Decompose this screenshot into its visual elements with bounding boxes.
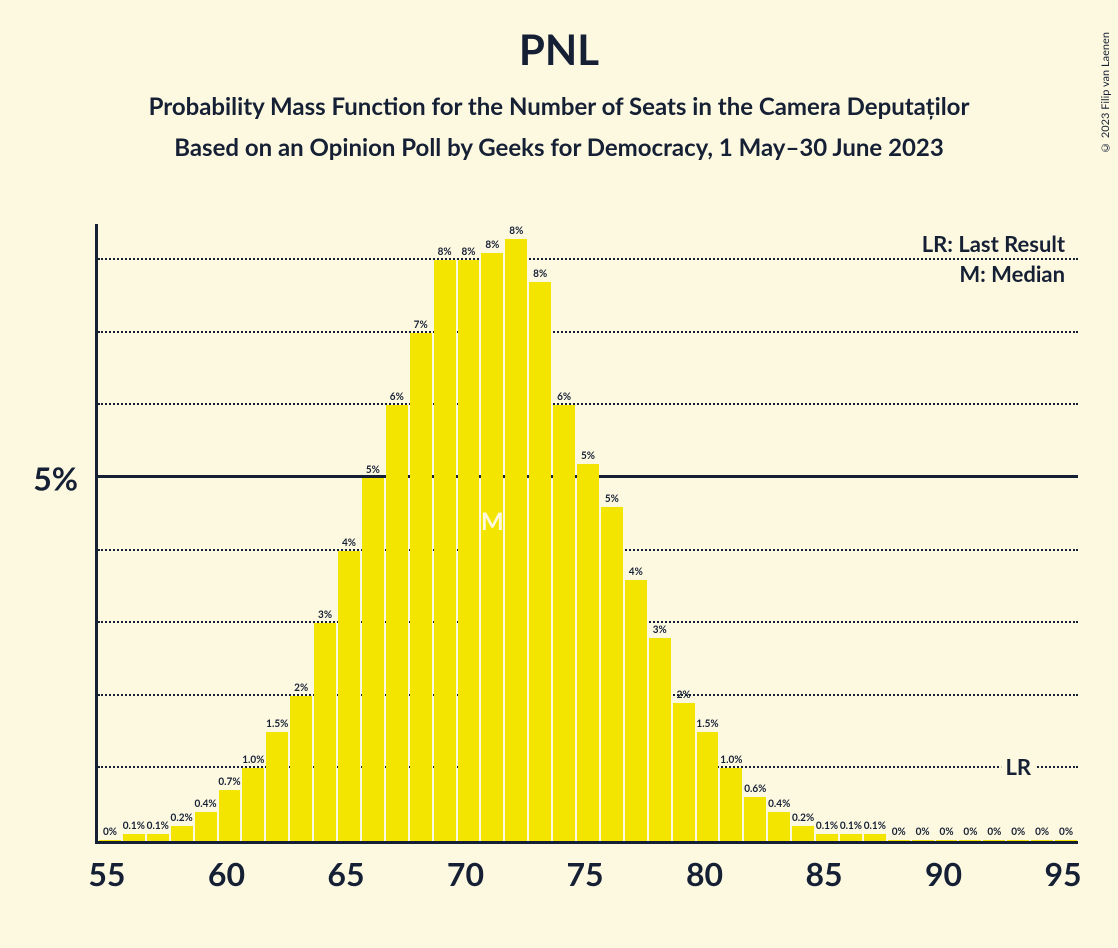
bar-value-label: 5% bbox=[581, 450, 595, 464]
copyright-text: © 2023 Filip van Laenen bbox=[1099, 32, 1112, 154]
bar: 8% bbox=[458, 260, 480, 841]
bar: 8% bbox=[434, 260, 456, 841]
bar-value-label: 0.1% bbox=[816, 820, 838, 834]
bar-value-label: 0.2% bbox=[792, 812, 814, 826]
x-tick-label: 85 bbox=[805, 854, 842, 893]
bar-value-label: 0.1% bbox=[123, 820, 145, 834]
bars-container: 0%0.1%0.1%0.2%0.4%0.7%1.0%1.5%2%3%4%5%6%… bbox=[98, 224, 1078, 841]
x-tick-label: 80 bbox=[686, 854, 723, 893]
bar: 0.6% bbox=[744, 797, 766, 841]
bar: 5% bbox=[577, 464, 599, 841]
x-tick-label: 75 bbox=[566, 854, 603, 893]
bar: 5% bbox=[362, 478, 384, 841]
x-axis-labels: 556065707580859095 bbox=[95, 854, 1075, 904]
bar-value-label: 8% bbox=[438, 246, 452, 260]
y-axis-major-label: 5% bbox=[33, 459, 98, 498]
bar-value-label: 0.7% bbox=[218, 776, 240, 790]
bar-value-label: 7% bbox=[414, 319, 428, 333]
legend-m: M: Median bbox=[953, 260, 1065, 287]
bar-value-label: 5% bbox=[605, 493, 619, 507]
bar-value-label: 1.5% bbox=[266, 718, 288, 732]
bar-value-label: 0% bbox=[916, 826, 930, 840]
x-tick-label: 70 bbox=[447, 854, 484, 893]
bar: 5% bbox=[601, 507, 623, 841]
bar-value-label: 4% bbox=[342, 537, 356, 551]
x-tick-label: 90 bbox=[925, 854, 962, 893]
bar-value-label: 3% bbox=[318, 609, 332, 623]
bar: 8% bbox=[505, 239, 527, 841]
bar-value-label: 0% bbox=[1011, 826, 1025, 840]
bar-value-label: 0% bbox=[940, 826, 954, 840]
bar: 1.5% bbox=[266, 732, 288, 841]
bar-value-label: 3% bbox=[653, 624, 667, 638]
bar: 0.1% bbox=[840, 834, 862, 841]
bar: 6% bbox=[553, 405, 575, 841]
bar-value-label: 0.1% bbox=[864, 820, 886, 834]
bar-value-label: 2% bbox=[294, 682, 308, 696]
chart-subtitle-2: Based on an Opinion Poll by Geeks for De… bbox=[0, 133, 1118, 162]
bar-value-label: 6% bbox=[557, 391, 571, 405]
bar: 6% bbox=[386, 405, 408, 841]
bar: 0.4% bbox=[768, 812, 790, 841]
bar-value-label: 0.1% bbox=[147, 820, 169, 834]
bar-value-label: 0.2% bbox=[171, 812, 193, 826]
chart-area: 0%0.1%0.1%0.2%0.4%0.7%1.0%1.5%2%3%4%5%6%… bbox=[95, 224, 1075, 844]
bar: 2% bbox=[673, 703, 695, 841]
bar: 8% bbox=[529, 282, 551, 841]
lr-marker: LR bbox=[1001, 753, 1035, 780]
bar: 0.1% bbox=[864, 834, 886, 841]
bar: 1.5% bbox=[697, 732, 719, 841]
bar: 0.1% bbox=[123, 834, 145, 841]
bar-value-label: 8% bbox=[533, 268, 547, 282]
bar: 8% bbox=[481, 253, 503, 841]
bar-value-label: 1.0% bbox=[242, 754, 264, 768]
bar-value-label: 0% bbox=[1059, 826, 1073, 840]
bar-value-label: 6% bbox=[390, 391, 404, 405]
bar: 0.2% bbox=[792, 826, 814, 841]
x-axis-line bbox=[98, 841, 1078, 844]
bar: 4% bbox=[625, 580, 647, 841]
bar-value-label: 0% bbox=[963, 826, 977, 840]
bar: 1.0% bbox=[720, 768, 742, 841]
chart-title: PNL bbox=[0, 24, 1118, 74]
plot-area: 0%0.1%0.1%0.2%0.4%0.7%1.0%1.5%2%3%4%5%6%… bbox=[95, 224, 1075, 844]
bar: 0.2% bbox=[171, 826, 193, 841]
bar-value-label: 0.4% bbox=[768, 798, 790, 812]
x-tick-label: 95 bbox=[1044, 854, 1081, 893]
x-tick-label: 65 bbox=[327, 854, 364, 893]
bar-value-label: 0.1% bbox=[840, 820, 862, 834]
bar: 7% bbox=[410, 333, 432, 841]
bar: 1.0% bbox=[242, 768, 264, 841]
bar-value-label: 8% bbox=[461, 246, 475, 260]
bar: 2% bbox=[290, 696, 312, 841]
x-tick-label: 55 bbox=[88, 854, 125, 893]
bar-value-label: 0.4% bbox=[194, 798, 216, 812]
bar: 4% bbox=[338, 551, 360, 841]
bar: 0.1% bbox=[147, 834, 169, 841]
bar-value-label: 0% bbox=[892, 826, 906, 840]
bar: 0.1% bbox=[816, 834, 838, 841]
bar: 0.7% bbox=[219, 790, 241, 841]
legend-lr: LR: Last Result bbox=[916, 230, 1065, 257]
bar-value-label: 1.0% bbox=[720, 754, 742, 768]
median-marker: M bbox=[481, 507, 504, 536]
bar-value-label: 8% bbox=[509, 225, 523, 239]
bar-value-label: 5% bbox=[366, 464, 380, 478]
chart-subtitle-1: Probability Mass Function for the Number… bbox=[0, 92, 1118, 121]
bar-value-label: 0% bbox=[103, 826, 117, 840]
x-tick-label: 60 bbox=[208, 854, 245, 893]
bar-value-label: 8% bbox=[485, 239, 499, 253]
bar-value-label: 0% bbox=[987, 826, 1001, 840]
bar: 0.4% bbox=[195, 812, 217, 841]
bar-value-label: 1.5% bbox=[696, 718, 718, 732]
bar-value-label: 0.6% bbox=[744, 783, 766, 797]
bar-value-label: 2% bbox=[677, 689, 691, 703]
bar-value-label: 4% bbox=[629, 566, 643, 580]
bar-value-label: 0% bbox=[1035, 826, 1049, 840]
bar: 3% bbox=[649, 638, 671, 841]
bar: 3% bbox=[314, 623, 336, 841]
